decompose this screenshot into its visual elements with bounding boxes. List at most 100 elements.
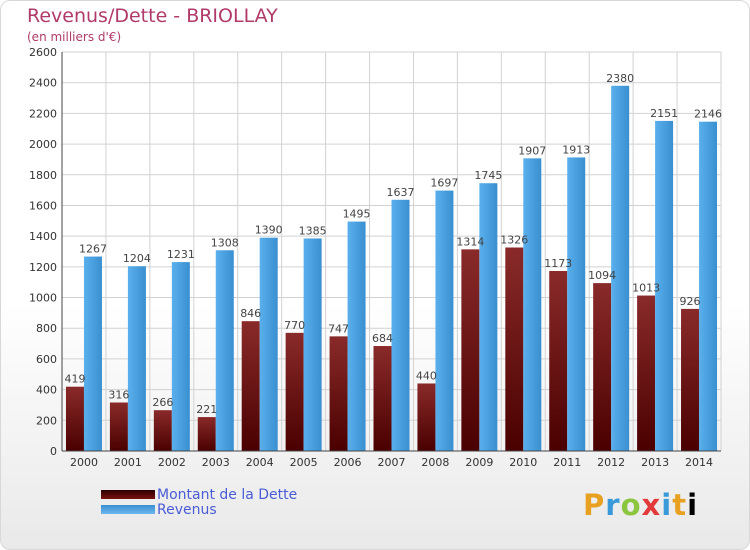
data-label: 1267 xyxy=(79,243,107,256)
bar-dette-2004 xyxy=(241,321,260,451)
data-label: 440 xyxy=(416,369,437,382)
data-label: 1390 xyxy=(255,224,283,237)
data-label: 1385 xyxy=(299,224,327,237)
data-label: 1907 xyxy=(518,144,546,157)
y-tick-label: 2200 xyxy=(29,107,57,120)
x-tick-label: 2000 xyxy=(70,456,98,469)
data-label: 1637 xyxy=(387,186,415,199)
y-tick-label: 600 xyxy=(36,353,57,366)
bar-revenus-2003 xyxy=(215,250,234,451)
bar-dette-2003 xyxy=(197,417,216,451)
x-tick-label: 2001 xyxy=(114,456,142,469)
bar-revenus-2013 xyxy=(655,120,674,451)
bar-dette-2000 xyxy=(65,386,84,451)
data-label: 684 xyxy=(372,332,393,345)
bar-dette-2005 xyxy=(285,332,304,451)
legend-label-dette: Montant de la Dette xyxy=(157,486,298,503)
data-label: 747 xyxy=(328,322,349,335)
bars xyxy=(65,85,718,452)
x-tick-label: 2005 xyxy=(290,456,318,469)
x-tick-label: 2013 xyxy=(641,456,669,469)
y-tick-label: 1400 xyxy=(29,230,57,243)
bar-dette-2011 xyxy=(549,270,568,451)
y-tick-label: 800 xyxy=(36,322,57,335)
y-tick-label: 1800 xyxy=(29,169,57,182)
data-label: 1094 xyxy=(588,269,616,282)
bar-revenus-2000 xyxy=(83,256,102,451)
bar-revenus-2002 xyxy=(171,262,190,451)
bar-revenus-2012 xyxy=(611,85,630,451)
bar-dette-2002 xyxy=(153,410,172,451)
x-tick-label: 2010 xyxy=(509,456,537,469)
legend-item-dette: Montant de la Dette xyxy=(101,486,298,503)
data-label: 316 xyxy=(108,389,129,402)
data-label: 1013 xyxy=(632,282,660,295)
data-label: 770 xyxy=(284,319,305,332)
data-label: 1697 xyxy=(430,177,458,190)
proxiti-logo: Proxiti xyxy=(583,488,699,522)
bar-revenus-2014 xyxy=(699,121,718,451)
bar-dette-2006 xyxy=(329,336,348,451)
legend-swatch-dette xyxy=(101,490,155,499)
x-tick-label: 2011 xyxy=(553,456,581,469)
bar-revenus-2005 xyxy=(303,238,322,451)
bar-dette-2007 xyxy=(373,346,392,451)
y-tick-label: 200 xyxy=(36,414,57,427)
x-tick-label: 2008 xyxy=(421,456,449,469)
data-label: 1308 xyxy=(211,236,239,249)
y-tick-label: 1200 xyxy=(29,261,57,274)
axes: 0 200 400 600 800 1000 1200 1400 1600 1800 2000 220… xyxy=(29,46,721,469)
x-tick-label: 2003 xyxy=(202,456,230,469)
bar-dette-2008 xyxy=(417,383,436,451)
bar-dette-2009 xyxy=(461,249,480,451)
y-tick-label: 2600 xyxy=(29,46,57,59)
data-label: 2380 xyxy=(606,72,634,85)
data-label: 926 xyxy=(680,295,701,308)
data-label: 221 xyxy=(196,403,217,416)
bar-revenus-2001 xyxy=(127,266,146,451)
x-tick-label: 2002 xyxy=(158,456,186,469)
data-label: 1745 xyxy=(474,169,502,182)
bar-revenus-2011 xyxy=(567,157,586,451)
data-label: 846 xyxy=(240,307,261,320)
data-label: 2151 xyxy=(650,107,678,120)
bar-dette-2013 xyxy=(637,295,656,451)
data-label: 1495 xyxy=(343,208,371,221)
bar-revenus-2010 xyxy=(523,158,542,451)
data-label: 266 xyxy=(152,396,173,409)
bar-revenus-2007 xyxy=(391,199,410,451)
data-label: 1231 xyxy=(167,248,195,261)
chart-title: Revenus/Dette - BRIOLLAY xyxy=(27,5,278,27)
legend-swatch-revenus xyxy=(101,505,155,514)
bar-dette-2014 xyxy=(681,308,700,451)
x-tick-label: 2012 xyxy=(597,456,625,469)
legend: Montant de la Dette Revenus xyxy=(101,486,298,518)
y-tick-label: 1000 xyxy=(29,292,57,305)
data-label: 419 xyxy=(64,373,85,386)
bar-revenus-2006 xyxy=(347,221,366,451)
y-tick-label: 2000 xyxy=(29,138,57,151)
data-label: 1204 xyxy=(123,252,151,265)
data-label: 2146 xyxy=(694,108,722,121)
x-tick-label: 2004 xyxy=(246,456,274,469)
y-tick-label: 1600 xyxy=(29,199,57,212)
y-tick-label: 0 xyxy=(50,445,57,458)
x-tick-label: 2014 xyxy=(685,456,713,469)
data-label: 1173 xyxy=(544,257,572,270)
legend-label-revenus: Revenus xyxy=(157,501,217,518)
legend-item-revenus: Revenus xyxy=(101,501,297,518)
y-tick-label: 400 xyxy=(36,384,57,397)
chart-subtitle: (en milliers d'€) xyxy=(27,30,122,44)
bar-revenus-2008 xyxy=(435,190,454,451)
y-tick-label: 2400 xyxy=(29,77,57,90)
bar-revenus-2009 xyxy=(479,183,498,452)
bar-dette-2001 xyxy=(109,402,128,451)
x-tick-label: 2006 xyxy=(334,456,362,469)
data-labels: 419 1267 316 1204 266 1231 221 1308 846 1390 770 13… xyxy=(64,72,722,416)
bar-revenus-2004 xyxy=(259,237,278,451)
data-label: 1314 xyxy=(456,235,484,248)
bar-dette-2012 xyxy=(593,283,612,451)
bar-dette-2010 xyxy=(505,247,524,451)
